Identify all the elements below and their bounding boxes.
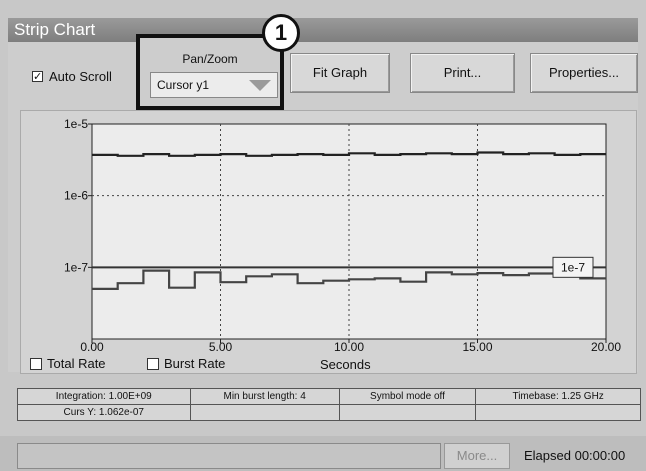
window-title: Strip Chart <box>8 18 638 42</box>
burst-rate-checkbox[interactable] <box>147 357 159 370</box>
curs-y-cell: Curs Y: 1.062e-07 <box>17 404 191 421</box>
properties-button[interactable]: Properties... <box>530 53 638 93</box>
min-burst-cell: Min burst length: 4 <box>189 388 340 405</box>
auto-scroll-checkbox[interactable]: ✓ <box>32 71 43 83</box>
timebase-cell: Timebase: 1.25 GHz <box>475 388 641 405</box>
symbol-mode-cell: Symbol mode off <box>338 388 477 405</box>
auto-scroll-label: Auto Scroll <box>49 69 112 84</box>
legend-label: Burst Rate <box>164 356 226 371</box>
x-axis-title: Seconds <box>320 357 371 372</box>
chart-frame <box>20 110 637 374</box>
pan-zoom-label: Pan/Zoom <box>182 52 238 66</box>
pan-zoom-select[interactable]: Cursor y1 <box>150 72 278 98</box>
legend-total-rate[interactable]: Total Rate <box>30 356 106 371</box>
fit-graph-button[interactable]: Fit Graph <box>290 53 390 93</box>
pan-zoom-value: Cursor y1 <box>157 78 210 92</box>
pan-zoom-group: Pan/Zoom Cursor y1 <box>136 34 284 110</box>
total-rate-checkbox[interactable] <box>30 357 42 370</box>
status-table: Integration: 1.00E+09 Min burst length: … <box>17 388 641 421</box>
print-button[interactable]: Print... <box>410 53 515 93</box>
more-button[interactable]: More... <box>444 443 510 469</box>
legend-label: Total Rate <box>47 356 106 371</box>
progress-bar <box>17 443 441 469</box>
elapsed-time: Elapsed 00:00:00 <box>524 448 626 463</box>
legend-burst-rate[interactable]: Burst Rate <box>147 356 225 371</box>
integration-cell: Integration: 1.00E+09 <box>17 388 191 405</box>
chevron-down-icon <box>249 80 271 91</box>
empty-cell <box>338 404 477 421</box>
empty-cell <box>475 404 641 421</box>
empty-cell <box>189 404 340 421</box>
callout-marker: 1 <box>262 14 300 52</box>
auto-scroll-control[interactable]: ✓ Auto Scroll <box>32 69 112 84</box>
